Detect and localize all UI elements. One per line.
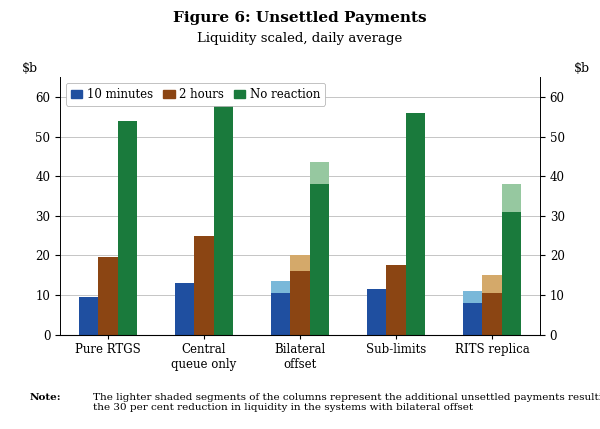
Bar bbox=[482, 293, 502, 335]
Text: Figure 6: Unsettled Payments: Figure 6: Unsettled Payments bbox=[173, 11, 427, 25]
Bar bbox=[502, 212, 521, 335]
Bar bbox=[290, 255, 310, 271]
Bar bbox=[310, 184, 329, 335]
Bar bbox=[482, 275, 502, 293]
Bar bbox=[406, 113, 425, 335]
Text: Note:: Note: bbox=[30, 393, 62, 402]
Bar bbox=[271, 281, 290, 293]
Bar bbox=[367, 289, 386, 335]
Text: $b: $b bbox=[574, 62, 590, 75]
Bar bbox=[271, 293, 290, 335]
Text: The lighter shaded segments of the columns represent the additional unsettled pa: The lighter shaded segments of the colum… bbox=[93, 393, 600, 412]
Bar bbox=[118, 121, 137, 335]
Bar bbox=[386, 265, 406, 335]
Text: $b: $b bbox=[22, 62, 38, 75]
Legend: 10 minutes, 2 hours, No reaction: 10 minutes, 2 hours, No reaction bbox=[66, 83, 325, 106]
Bar bbox=[79, 297, 98, 335]
Bar bbox=[502, 184, 521, 212]
Text: Liquidity scaled, daily average: Liquidity scaled, daily average bbox=[197, 32, 403, 45]
Bar bbox=[194, 236, 214, 335]
Bar bbox=[98, 257, 118, 335]
Bar bbox=[463, 291, 482, 303]
Bar bbox=[214, 105, 233, 335]
Bar bbox=[463, 303, 482, 335]
Bar bbox=[310, 162, 329, 184]
Bar bbox=[290, 271, 310, 335]
Bar bbox=[175, 283, 194, 335]
